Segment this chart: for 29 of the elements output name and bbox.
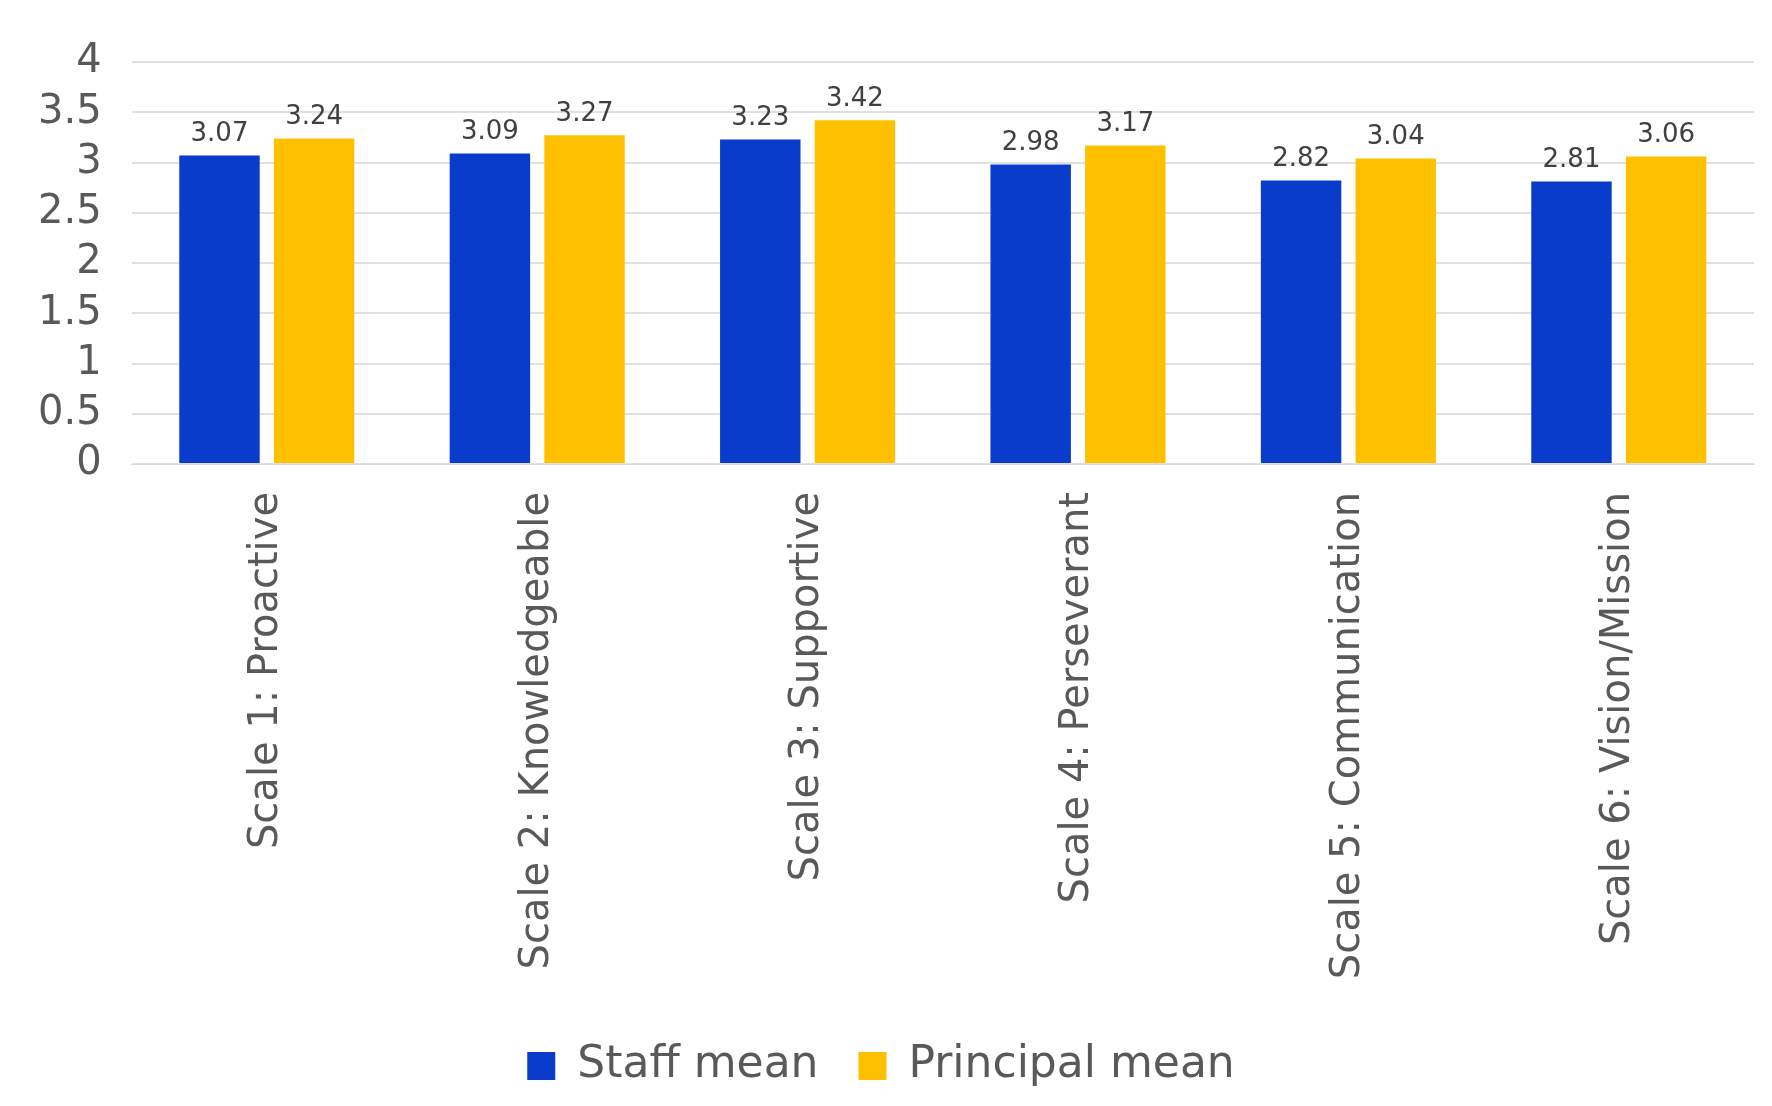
data-label: 2.82 <box>1272 142 1331 173</box>
x-tick-label: Scale 6: Vision/Mission <box>1592 492 1639 946</box>
data-label: 3.06 <box>1637 118 1696 149</box>
x-tick-label: Scale 2: Knowledgeable <box>510 492 557 970</box>
data-label: 3.04 <box>1366 120 1425 151</box>
data-label: 3.09 <box>460 115 519 146</box>
legend-label: Principal mean <box>908 1036 1235 1088</box>
y-tick-label: 1 <box>76 336 102 383</box>
data-label: 3.24 <box>285 100 344 131</box>
x-tick-label: Scale 1: Proactive <box>240 492 287 850</box>
data-label: 3.23 <box>731 101 790 132</box>
y-tick-label: 2 <box>76 236 102 283</box>
y-tick-label: 0 <box>76 437 102 484</box>
y-tick-label: 1.5 <box>37 286 102 333</box>
data-label: 3.27 <box>555 97 614 128</box>
data-label: 2.98 <box>1001 126 1060 157</box>
y-tick-label: 3.5 <box>37 85 102 132</box>
data-label: 2.81 <box>1542 143 1601 174</box>
y-tick-label: 2.5 <box>37 186 102 233</box>
y-tick-label: 4 <box>76 35 102 82</box>
x-tick-label: Scale 5: Communication <box>1321 492 1368 980</box>
y-tick-label: 0.5 <box>37 387 102 434</box>
x-tick-label: Scale 4: Perseverant <box>1051 492 1098 904</box>
x-tick-label: Scale 3: Supportive <box>781 492 827 882</box>
legend-label: Staff mean <box>577 1036 819 1088</box>
data-label: 3.07 <box>190 117 249 148</box>
data-label: 3.42 <box>825 82 884 113</box>
data-label: 3.17 <box>1096 107 1155 138</box>
y-tick-label: 3 <box>76 135 102 182</box>
